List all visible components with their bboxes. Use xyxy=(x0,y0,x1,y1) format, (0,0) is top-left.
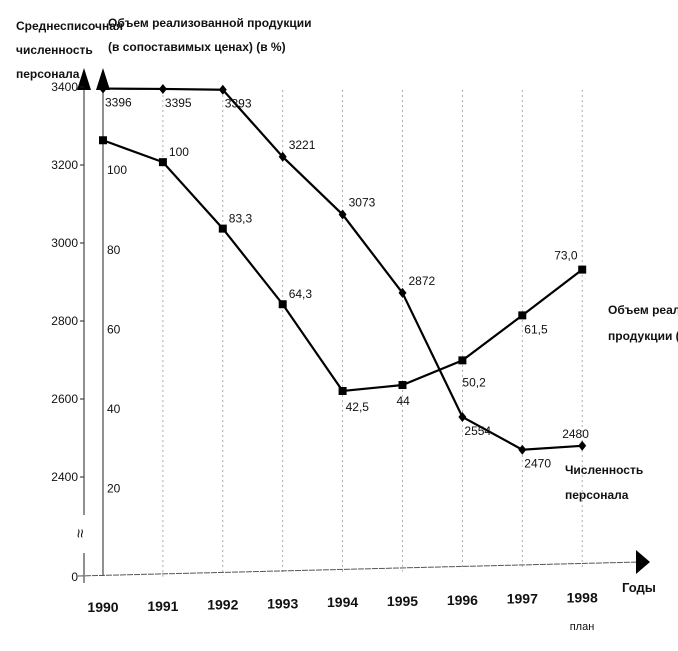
axis-break-symbol: ≈ xyxy=(71,529,88,538)
left-tick-label: 3400 xyxy=(51,80,78,94)
data-label: 50,2 xyxy=(462,375,486,389)
left-tick-label: 0 xyxy=(71,570,78,584)
left-axis-title-2: численность xyxy=(16,43,93,57)
x-tick-label: 1992 xyxy=(207,597,238,613)
data-label: 61,5 xyxy=(524,322,548,336)
data-point-square xyxy=(278,300,287,309)
x-axis xyxy=(77,561,641,577)
right-axis-title-2: (в сопоставимых ценах) (в %) xyxy=(108,40,286,54)
left-tick-label: 3200 xyxy=(51,158,78,172)
data-label: 2554 xyxy=(464,424,491,438)
x-tick-label: 1991 xyxy=(147,598,178,614)
data-point-diamond xyxy=(458,411,467,422)
left-axis-arrow xyxy=(77,68,91,90)
x-tick-label: 1998 xyxy=(567,589,598,605)
data-label: 64,3 xyxy=(289,287,313,301)
data-point-square xyxy=(398,381,407,390)
data-point-diamond xyxy=(518,444,527,455)
data-label: 83,3 xyxy=(229,212,253,226)
left-axis-title-3: персонала xyxy=(16,67,80,81)
data-label: 2470 xyxy=(524,457,551,471)
x-tick-label: 1997 xyxy=(507,591,538,607)
data-point-square xyxy=(578,265,587,274)
data-point-square xyxy=(518,311,527,320)
data-point-square xyxy=(218,224,227,233)
left-tick-label: 2800 xyxy=(51,314,78,328)
data-point-square xyxy=(458,356,467,365)
x-axis-arrow xyxy=(636,550,650,574)
data-label: 2872 xyxy=(409,274,436,288)
data-point-diamond xyxy=(398,287,407,298)
legend-staff-1: Численность xyxy=(565,463,643,477)
right-tick-label: 80 xyxy=(107,243,121,257)
data-label: 3396 xyxy=(105,96,132,110)
data-point-diamond xyxy=(158,83,167,94)
x-tick-label: 1996 xyxy=(447,592,478,608)
left-tick-label: 3000 xyxy=(51,236,78,250)
left-tick-label: 2600 xyxy=(51,392,78,406)
data-label: 73,0 xyxy=(554,249,578,263)
right-tick-label: 60 xyxy=(107,322,121,336)
right-axis-arrow xyxy=(96,68,110,90)
data-point-diamond xyxy=(99,83,107,94)
data-point-diamond xyxy=(578,440,587,451)
right-tick-label: 20 xyxy=(107,482,121,496)
data-label: 2480 xyxy=(562,427,589,441)
data-label: 3221 xyxy=(289,138,316,152)
plan-note: план xyxy=(570,621,595,633)
right-tick-label: 40 xyxy=(107,402,121,416)
data-point-diamond xyxy=(218,84,227,95)
legend-product-2: продукции (в%) xyxy=(608,329,678,343)
x-tick-label: 1990 xyxy=(87,599,118,615)
right-axis-title-1: Объем реализованной продукции xyxy=(108,16,312,30)
left-axis-title-1: Среднесписочная xyxy=(16,19,123,33)
data-point-square xyxy=(338,387,347,395)
data-point-square xyxy=(158,158,167,167)
data-label: 42,5 xyxy=(346,400,370,414)
x-tick-label: 1994 xyxy=(327,594,358,610)
legend-staff-2: персонала xyxy=(565,488,629,502)
x-tick-label: 1993 xyxy=(267,595,298,611)
x-tick-label: 1995 xyxy=(387,593,418,609)
data-point-square xyxy=(99,136,107,145)
data-label: 3073 xyxy=(349,196,376,210)
left-tick-label: 2400 xyxy=(51,470,78,484)
data-point-diamond xyxy=(278,151,287,162)
data-label: 44 xyxy=(397,394,411,408)
data-label: 100 xyxy=(169,145,189,159)
data-point-diamond xyxy=(338,209,347,220)
legend-product-1: Объем реализованной xyxy=(608,303,678,317)
right-tick-label: 100 xyxy=(107,163,127,177)
axis-break-gap xyxy=(80,515,88,553)
data-label: 3395 xyxy=(165,96,192,110)
x-axis-title: Годы xyxy=(622,580,656,595)
data-label: 3393 xyxy=(225,97,252,111)
